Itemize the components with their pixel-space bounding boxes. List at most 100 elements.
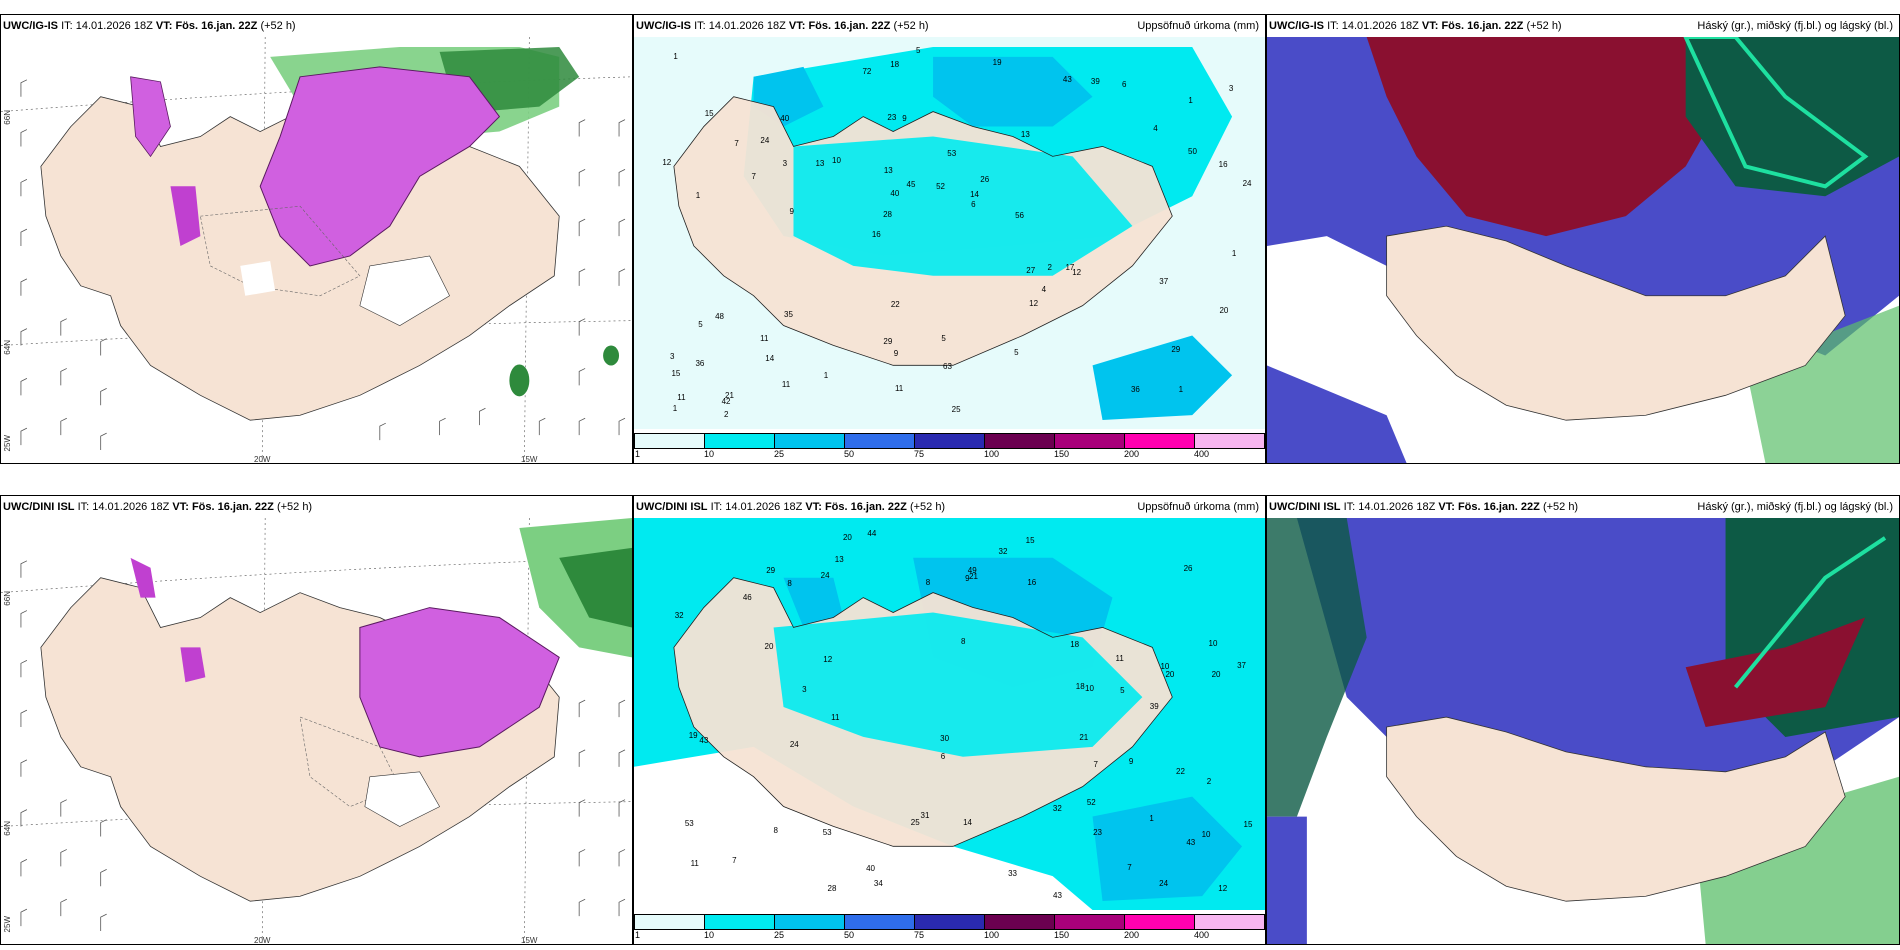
precip-value-label: 39 bbox=[1090, 77, 1100, 87]
precip-value-label: 26 bbox=[1183, 564, 1193, 574]
colorbar-tick: 75 bbox=[914, 449, 925, 459]
lon-label-20w: 20W bbox=[254, 455, 271, 464]
precip-value-label: 5 bbox=[1120, 685, 1125, 695]
lead-time: (+52 h) bbox=[1526, 20, 1562, 32]
field-title: Háský (gr.), miðský (fj.bl.) og lágský (… bbox=[1697, 20, 1893, 32]
precip-value-label: 44 bbox=[867, 529, 877, 539]
precip-value-label: 46 bbox=[742, 593, 752, 603]
precip-value-label: 8 bbox=[960, 636, 966, 646]
precip-value-label: 21 bbox=[969, 571, 978, 581]
panel-header: UWC/DINI ISL IT: 14.01.2026 18Z VT: Fös.… bbox=[1267, 496, 1899, 518]
precip-value-label: 21 bbox=[1079, 732, 1089, 742]
precip-value-label: 21 bbox=[725, 391, 734, 401]
iceland-land bbox=[1386, 225, 1846, 421]
map-area bbox=[1267, 518, 1899, 944]
precip-value-label: 19 bbox=[688, 731, 698, 741]
colorbar-tick: 50 bbox=[844, 930, 855, 940]
colorbar-tick: 200 bbox=[1124, 449, 1140, 459]
precip-value-label: 16 bbox=[1218, 159, 1228, 169]
precip-value-label: 11 bbox=[760, 333, 769, 343]
field-title: Háský (gr.), miðský (fj.bl.) og lágský (… bbox=[1697, 501, 1893, 513]
precip-value-label: 23 bbox=[1093, 828, 1102, 838]
precip-value-label: 35 bbox=[784, 310, 793, 320]
precip-value-label: 43 bbox=[1053, 890, 1062, 900]
precip-value-label: 10 bbox=[1160, 661, 1170, 671]
colorbar-scale bbox=[634, 914, 1265, 930]
precip-value-label: 18 bbox=[1070, 639, 1080, 649]
precip-value-label: 3 bbox=[1228, 83, 1234, 93]
panel-header: UWC/IG-IS IT: 14.01.2026 18Z VT: Fös. 16… bbox=[634, 15, 1265, 37]
lat-label-64n: 64N bbox=[3, 821, 12, 836]
lead-time: (+52 h) bbox=[909, 501, 946, 513]
colorbar-tick: 150 bbox=[1054, 449, 1070, 459]
precip-value-label: 36 bbox=[695, 359, 705, 369]
precip-value-label: 9 bbox=[893, 349, 899, 359]
precip-value-label: 5 bbox=[915, 45, 921, 55]
valid-time: Fös. 16.jan. 22Z bbox=[1441, 20, 1524, 32]
colorbar-tick: 400 bbox=[1194, 449, 1210, 459]
precip-value-label: 4 bbox=[1153, 124, 1158, 134]
precip-value-label: 1 bbox=[1178, 385, 1184, 395]
precip-value-label: 37 bbox=[1237, 660, 1246, 670]
precip-value-label: 7 bbox=[1127, 862, 1132, 872]
precip-value-label: 26 bbox=[980, 175, 990, 185]
valid-time: Fös. 16.jan. 22Z bbox=[1457, 501, 1540, 513]
lat-label-66n: 66N bbox=[3, 110, 12, 125]
precip-value-label: 42 bbox=[721, 396, 731, 406]
colorbar-scale bbox=[634, 433, 1265, 449]
precip-value-label: 20 bbox=[1219, 306, 1229, 316]
precip-value-label: 50 bbox=[1188, 146, 1197, 156]
precip-value-label: 3 bbox=[782, 159, 788, 169]
precip-value-label: 53 bbox=[947, 148, 957, 158]
precip-value-label: 72 bbox=[862, 66, 872, 76]
precip-value-label: 1 bbox=[695, 190, 701, 200]
map-area bbox=[634, 37, 1265, 429]
map-svg bbox=[1267, 37, 1899, 463]
precip-value-label: 18 bbox=[890, 59, 900, 69]
precip-value-label: 29 bbox=[766, 565, 776, 575]
precip-value-label: 11 bbox=[677, 393, 686, 402]
init-time: 14.01.2026 18Z bbox=[75, 20, 153, 32]
precip-value-label: 31 bbox=[920, 810, 930, 820]
lon-label-20w: 20W bbox=[254, 936, 271, 945]
precip-value-label: 43 bbox=[1062, 75, 1072, 85]
precip-value-label: 20 bbox=[764, 642, 774, 652]
precip-value-label: 40 bbox=[780, 114, 790, 124]
precip-value-label: 39 bbox=[1149, 701, 1159, 711]
colorbar-tick: 10 bbox=[704, 930, 715, 940]
lead-time: (+52 h) bbox=[276, 501, 313, 513]
precip-value-label: 29 bbox=[1171, 344, 1181, 354]
precip-value-label: 8 bbox=[925, 578, 931, 588]
precip-value-label: 10 bbox=[1208, 639, 1218, 649]
precip-value-label: 24 bbox=[760, 136, 770, 146]
snow-area bbox=[359, 607, 560, 758]
precip-value-label: 7 bbox=[732, 856, 737, 866]
precip-value-label: 14 bbox=[970, 189, 979, 199]
precip-value-label: 52 bbox=[1086, 798, 1096, 808]
precip-value-label: 6 bbox=[971, 200, 976, 210]
precip-value-label: 53 bbox=[684, 818, 694, 828]
precip-value-label: 63 bbox=[943, 361, 952, 371]
precip-value-label: 32 bbox=[1052, 804, 1062, 814]
precip-value-label: 12 bbox=[1218, 883, 1228, 893]
precip-value-label: 1 bbox=[1149, 813, 1154, 823]
lon-label-25w: 25W bbox=[3, 435, 12, 452]
precip-value-label: 13 bbox=[883, 166, 893, 176]
init-time: 14.01.2026 18Z bbox=[1341, 20, 1419, 32]
precip-value-label: 20 bbox=[1211, 670, 1221, 680]
precip-value-label: 7 bbox=[751, 172, 756, 182]
colorbar-tick: 100 bbox=[984, 449, 1000, 459]
precip-value-label: 1 bbox=[672, 404, 678, 414]
lat-label-64n: 64N bbox=[3, 340, 12, 355]
precip-value-label: 1 bbox=[823, 370, 829, 380]
precip-value-label: 9 bbox=[789, 207, 794, 217]
precip-value-label: 18 bbox=[1075, 681, 1085, 691]
precip-value-label: 22 bbox=[1176, 766, 1185, 776]
model-name: UWC/IG-IS bbox=[3, 20, 58, 32]
precip-value-label: 4 bbox=[1041, 284, 1047, 294]
precip-value-label: 52 bbox=[936, 182, 945, 192]
map-svg bbox=[1267, 518, 1899, 944]
precip-value-label: 10 bbox=[1085, 684, 1094, 694]
colorbar-tick: 50 bbox=[844, 449, 855, 459]
panel-clouds-igis: UWC/IG-IS IT: 14.01.2026 18Z VT: Fös. 16… bbox=[1266, 14, 1900, 464]
